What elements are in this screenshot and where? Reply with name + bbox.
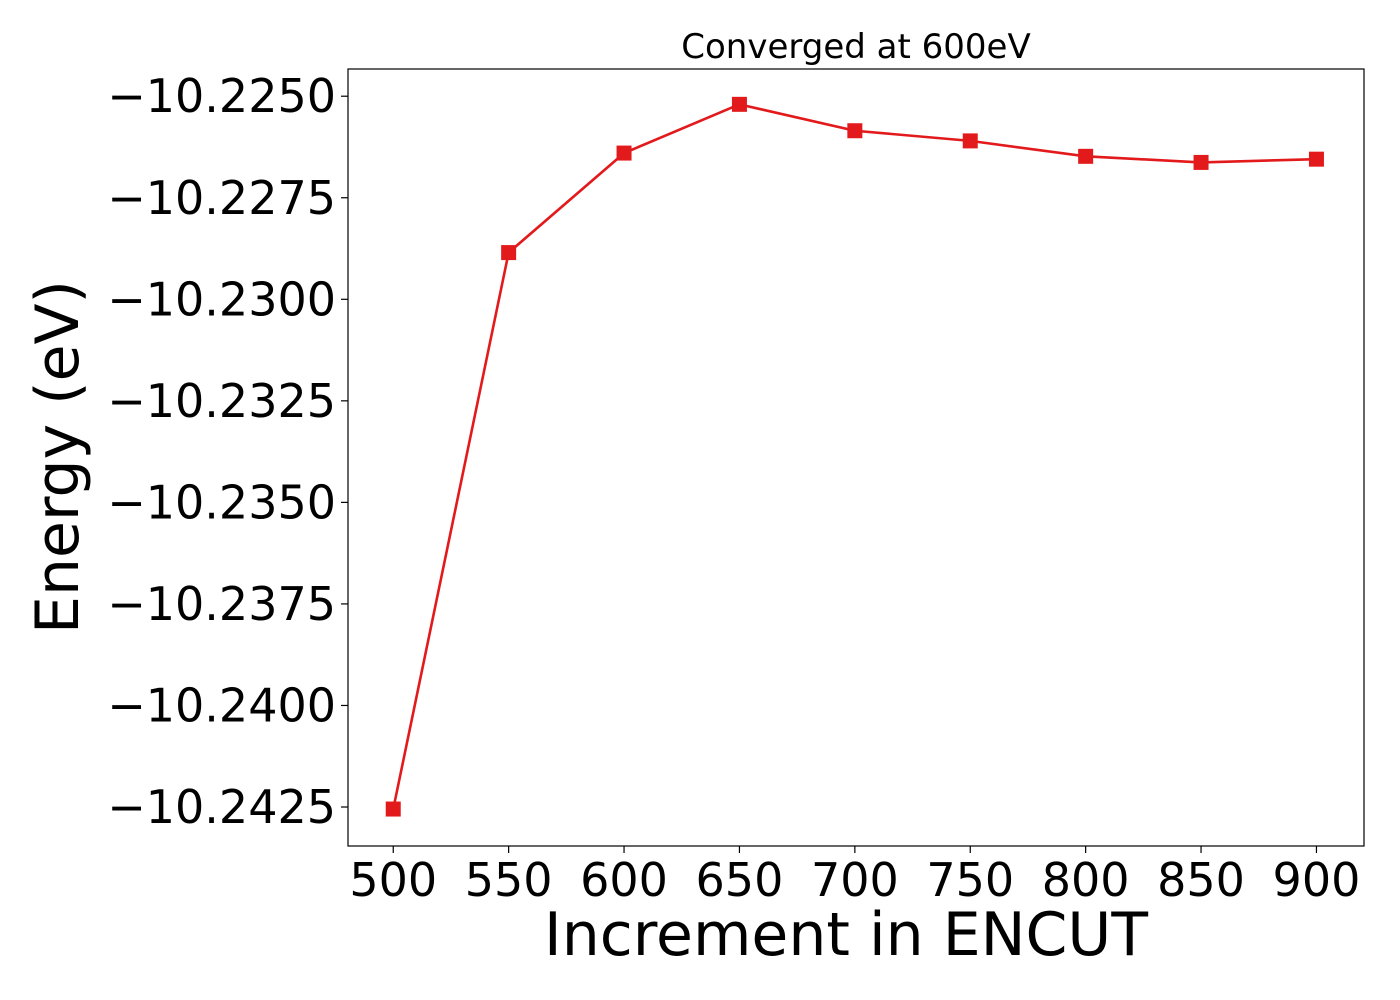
y-axis: −10.2250 −10.2275 −10.2300 −10.2325 −10.2350…: [107, 69, 348, 834]
y-tick-label: −10.2300: [107, 272, 336, 326]
y-tick-label: −10.2350: [107, 475, 336, 529]
x-axis-label: Increment in ENCUT: [544, 900, 1148, 970]
x-axis: 500 550 600 650 700 750 800 850 900: [349, 846, 1360, 907]
data-point: [731, 96, 747, 112]
data-point: [501, 245, 517, 261]
y-axis-label: Energy (eV): [23, 280, 93, 634]
data-point: [962, 133, 978, 149]
axes-frame: [347, 68, 1365, 847]
x-tick-label: 500: [349, 853, 437, 907]
y-tick-label: −10.2400: [107, 678, 336, 732]
series-line: [391, 103, 1317, 810]
data-point: [1078, 148, 1094, 164]
data-point: [1308, 151, 1324, 167]
x-tick-label: 700: [811, 853, 899, 907]
x-tick-label: 600: [580, 853, 668, 907]
data-point: [1193, 154, 1209, 170]
data-point: [847, 123, 863, 139]
data-point: [616, 145, 632, 161]
data-point: [385, 801, 401, 817]
y-tick-label: −10.2425: [107, 780, 336, 834]
y-tick-label: −10.2250: [107, 69, 336, 123]
x-tick-label: 900: [1273, 853, 1361, 907]
x-tick-label: 850: [1157, 853, 1245, 907]
plot-area: [385, 96, 1324, 817]
y-tick-label: −10.2375: [107, 577, 336, 631]
x-tick-label: 650: [696, 853, 784, 907]
x-tick-label: 750: [926, 853, 1014, 907]
y-tick-label: −10.2325: [107, 374, 336, 428]
x-tick-label: 800: [1042, 853, 1130, 907]
chart-title: Converged at 600eV: [681, 27, 1030, 67]
y-tick-label: −10.2275: [107, 171, 336, 225]
x-tick-label: 550: [465, 853, 553, 907]
